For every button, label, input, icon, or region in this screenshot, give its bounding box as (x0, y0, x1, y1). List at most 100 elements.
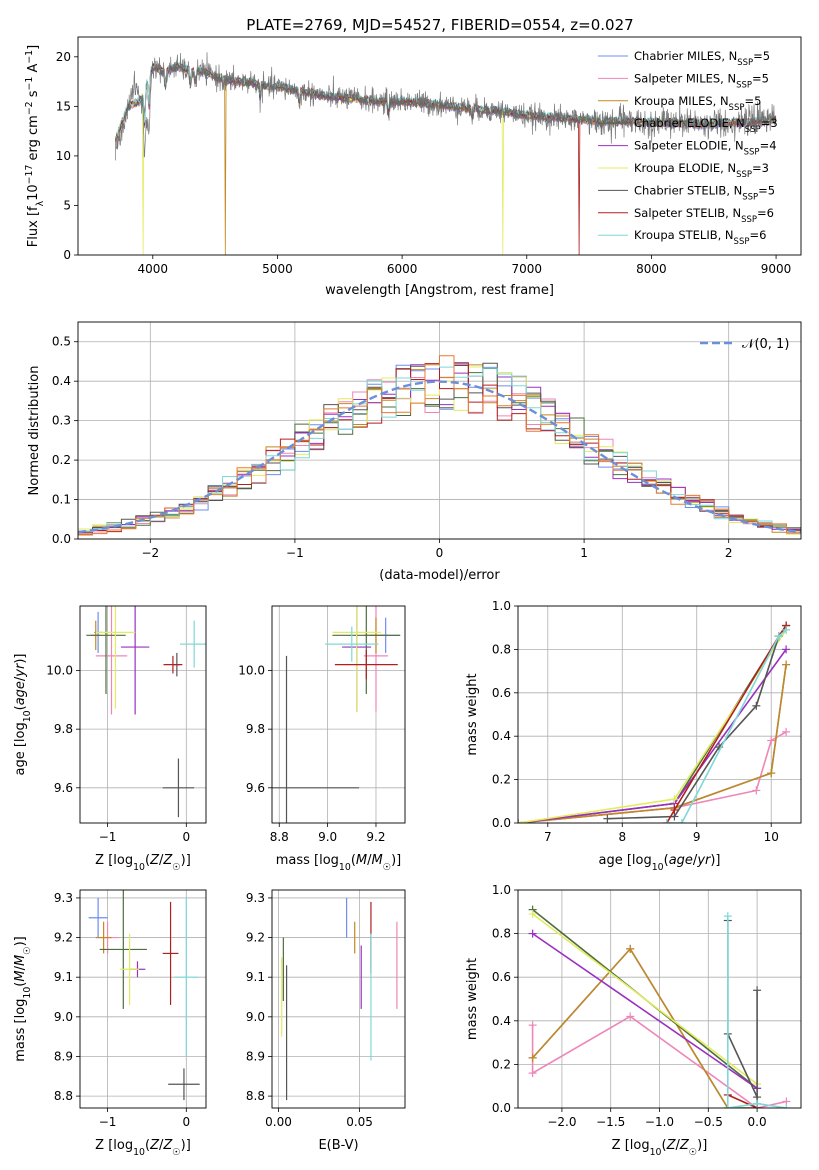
weight-marker (528, 929, 537, 938)
mass_vs_EBV-xlabel: E(B-V) (318, 1138, 358, 1153)
age_vs_mass-xlabel-part: / (367, 853, 372, 868)
x-tick-label: −2.0 (547, 1115, 576, 1129)
spectrum-ylabel-part: −17 (24, 165, 35, 185)
mass_vs_Z-xlabel-part: Z (149, 1138, 160, 1153)
legend-entry-base: Chabrier ELODIE, N (634, 116, 745, 130)
massweight_vs_Z-xlabel-part: Z (679, 1138, 690, 1153)
age_vs_mass-axes: 8.8 9.0 9.2 9.6 9.8 10.0 (238, 606, 405, 844)
weight-line (726, 916, 787, 1108)
mass_vs_Z-errorbars (88, 890, 200, 1101)
age_vs_Z-errorbars (86, 606, 206, 818)
massweight_vs_Z-lines (528, 905, 791, 1108)
weight-marker (528, 1053, 537, 1062)
weight-marker (774, 632, 783, 641)
y-tick-label: 0.2 (52, 453, 71, 467)
weight-line (532, 947, 758, 1108)
spectrum-data-line (115, 52, 777, 161)
spectrum-ylabel-part: ] (26, 45, 41, 50)
massweight_vs_Z-xlabel-part: ☉ (689, 1147, 697, 1158)
weight-marker (626, 944, 635, 953)
spectrum-ylabel-part: −2 (24, 101, 35, 115)
errorbar-point (272, 655, 360, 823)
mass_vs_Z-axes: −1 0 8.8 8.9 9.0 9.1 9.2 9.3 (54, 890, 206, 1129)
mass_vs_Z-ylabel: mass [log10(M/M☉)] (13, 936, 33, 1062)
y-tick-label: 1.0 (492, 599, 511, 613)
massweight_vs_age-lines (518, 621, 791, 823)
normal-curve (78, 380, 801, 534)
errorbar-point (162, 901, 179, 1005)
y-tick-label: 8.9 (54, 1049, 73, 1063)
legend-entry-base: Salpeter MILES, N (634, 71, 736, 85)
weight-marker (782, 660, 791, 669)
weight-line (727, 1094, 758, 1108)
errorbar-point (163, 655, 183, 674)
x-tick-label: 7 (544, 830, 552, 844)
legend-entry-sub: SSP (736, 170, 752, 180)
age_vs_Z-ylabel-part: )] (13, 653, 28, 663)
mass_vs_Z-ylabel-part: ☉ (22, 946, 33, 954)
mass_vs_Z-ylabel-part: / (13, 965, 28, 970)
y-tick-label: 0.0 (492, 1101, 511, 1115)
massweight_vs_age-xlabel-part: age (669, 853, 693, 868)
y-tick-label: 10.0 (238, 664, 265, 678)
y-tick-label: 9.0 (54, 1010, 73, 1024)
massweight_vs_Z-ylabel-part: mass weight (465, 958, 480, 1040)
y-tick-label: 9.3 (246, 891, 265, 905)
weight-marker (782, 625, 791, 634)
legend-entry-base: Kroupa MILES, N (634, 94, 729, 108)
y-tick-label: 0.4 (52, 374, 71, 388)
weight-marker (662, 819, 671, 823)
errorbar-point (325, 626, 379, 662)
mass_vs_EBV-axes: 0.00 0.05 8.8 8.9 9.0 9.1 9.2 9.3 (246, 890, 405, 1129)
mass_vs_Z-xlabel-part: 10 (133, 1147, 145, 1158)
age_vs_Z-xlabel-part: )] (181, 853, 191, 868)
mass_vs_Z-xlabel-part: Z [log (95, 1138, 133, 1153)
weight-marker (752, 701, 761, 710)
weight-line (532, 932, 758, 1090)
weight-marker (753, 986, 762, 995)
mass_vs_Z-ylabel-part: )] (13, 936, 28, 946)
spectrum-ylabel-part: λ (35, 200, 46, 206)
errorbar-point (180, 620, 206, 668)
x-tick-label: −1.5 (596, 1115, 625, 1129)
mass_vs_EBV-xlabel-part: E(B-V) (318, 1138, 358, 1153)
errorbar-point (120, 606, 150, 715)
y-tick-label: 9.2 (54, 931, 73, 945)
weight-marker (723, 912, 732, 921)
legend-entry-sub: SSP (737, 58, 753, 68)
spectrum-ylabel: Flux [fλ10−17 erg cm−2 s−1 A−1] (24, 45, 46, 247)
legend-entry-sub: SSP (736, 80, 752, 90)
age_vs_Z-axes: −1 0 9.6 9.8 10.0 (46, 606, 206, 844)
spectrum-ylabel-part: −1 (24, 77, 35, 91)
x-tick-label: −1.0 (645, 1115, 674, 1129)
x-tick-label: 1 (580, 546, 588, 560)
residuals-ylabel: Normed distribution (27, 366, 42, 496)
y-tick-label: 10.0 (46, 664, 73, 678)
x-tick-label: 5000 (262, 262, 293, 276)
y-tick-label: 0.8 (492, 642, 511, 656)
mass_vs_Z-xlabel: Z [log10(Z/Z☉)] (95, 1138, 191, 1158)
legend-entry-sub: SSP (741, 215, 757, 225)
age_vs_Z-ylabel-part: age [log (13, 722, 28, 775)
weight-marker (782, 1104, 791, 1108)
weight-marker (528, 1021, 537, 1030)
legend-entry-base: Kroupa STELIB, N (634, 228, 734, 242)
histogram-step (78, 364, 801, 533)
x-tick-label: 8000 (636, 262, 667, 276)
figure-title: PLATE=2769, MJD=54527, FIBERID=0554, z=0… (246, 16, 633, 34)
residuals-frame (77, 321, 802, 540)
y-tick-label: 1.0 (492, 883, 511, 897)
legend-entry: Kroupa ELODIE, NSSP=3 (634, 161, 769, 180)
spectrum-model-kroupa-elodie (115, 62, 776, 255)
weight-marker (752, 786, 761, 795)
spectrum-ylabel-part: 10 (26, 184, 41, 201)
age_vs_mass-xlabel: mass [log10(M/M☉)] (276, 853, 402, 873)
weight-marker (753, 1099, 762, 1108)
y-tick-label: 0.0 (52, 532, 71, 546)
y-tick-label: 8.8 (246, 1089, 265, 1103)
legend-entry-tail: =5 (753, 49, 770, 63)
x-tick-label: 0.0 (748, 1115, 767, 1129)
massweight_vs_age-xlabel: age [log10(age/yr)] (598, 853, 720, 873)
